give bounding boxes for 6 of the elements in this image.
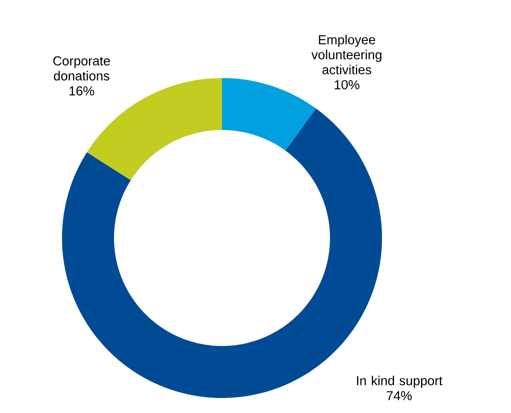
data-label: 16% — [70, 86, 94, 96]
slice-label: Employee volunteering activities — [311, 34, 382, 74]
slice-label: Corporate donations — [53, 56, 110, 80]
data-label: 10% — [334, 80, 360, 90]
slice-label: In kind support — [357, 376, 442, 388]
data-label: 74% — [386, 391, 412, 400]
